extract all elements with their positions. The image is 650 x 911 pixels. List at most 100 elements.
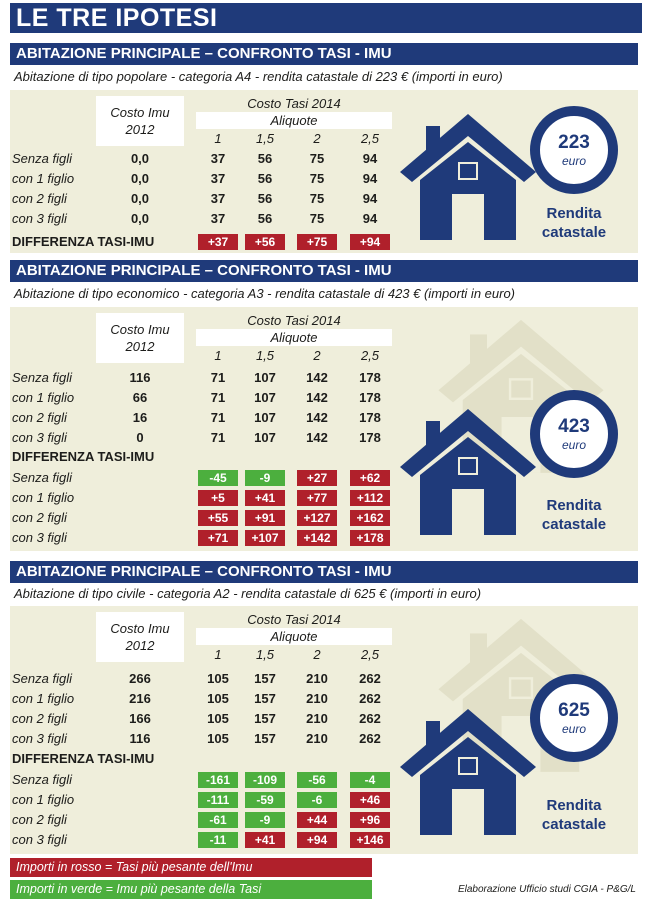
aliquota-value: 2	[313, 647, 321, 662]
difference-badge: +56	[245, 234, 285, 250]
imu-value: 16	[132, 410, 148, 425]
costo-tasi-label: Costo Tasi 2014	[247, 313, 341, 328]
tasi-value: 107	[254, 410, 276, 425]
difference-badge: +96	[350, 812, 390, 828]
rendita-value: 625	[558, 700, 590, 721]
row-label: Senza figli	[12, 151, 72, 166]
imu-value: 216	[129, 691, 151, 706]
costo-imu-year: 2012	[125, 122, 155, 137]
imu-value: 116	[129, 370, 151, 385]
costo-imu-label: Costo Imu	[110, 322, 170, 337]
difference-badge: +112	[350, 490, 390, 506]
rendita-unit: euro	[561, 438, 587, 452]
imu-value: 166	[129, 711, 151, 726]
difference-badge: +41	[245, 490, 285, 506]
legend-red: Importi in rosso = Tasi più pesante dell…	[10, 858, 372, 877]
difference-badge: +127	[297, 510, 337, 526]
difference-badge: +46	[350, 792, 390, 808]
difference-badge: +5	[198, 490, 238, 506]
row-label: con 1 figlio	[12, 691, 75, 706]
rendita-label-line1: Rendita	[546, 205, 602, 222]
rendita-value: 223	[558, 132, 590, 153]
difference-badge: -6	[297, 792, 337, 808]
tasi-value: 157	[254, 711, 276, 726]
section-subtitle: Abitazione di tipo economico - categoria…	[14, 286, 516, 301]
tasi-value: 107	[254, 430, 276, 445]
differenza-label: DIFFERENZA TASI-IMU	[12, 234, 155, 249]
diff-row-label: con 2 figli	[12, 510, 67, 525]
tasi-value: 56	[257, 211, 273, 226]
section-subtitle: Abitazione di tipo popolare - categoria …	[14, 69, 503, 84]
imu-value: 266	[129, 671, 151, 686]
row-label: Senza figli	[12, 370, 72, 385]
credit-line: Elaborazione Ufficio studi CGIA - P&G/L	[457, 884, 636, 895]
tasi-value: 94	[362, 191, 378, 206]
tasi-value: 210	[306, 711, 328, 726]
aliquote-label: Aliquote	[270, 629, 318, 644]
tasi-value: 210	[306, 691, 328, 706]
difference-badge: -161	[198, 772, 238, 788]
diff-row-label: con 1 figlio	[12, 490, 75, 505]
aliquota-value: 2	[313, 131, 321, 146]
tasi-value: 210	[306, 671, 328, 686]
tasi-value: 94	[362, 151, 378, 166]
row-label: con 3 figli	[12, 731, 67, 746]
rendita-unit: euro	[561, 722, 587, 736]
difference-badge: -109	[245, 772, 285, 788]
tasi-value: 56	[257, 191, 273, 206]
difference-badge: +94	[297, 832, 337, 848]
imu-value: 0,0	[130, 151, 150, 166]
aliquote-header-box	[196, 329, 392, 346]
difference-badge: -111	[198, 792, 238, 808]
aliquota-value: 2,5	[360, 647, 380, 662]
difference-badge: -45	[198, 470, 238, 486]
aliquota-value: 1	[214, 348, 222, 363]
row-label: Senza figli	[12, 671, 72, 686]
difference-badge: -11	[198, 832, 238, 848]
difference-badge: +44	[297, 812, 337, 828]
tasi-value: 75	[309, 191, 325, 206]
costo-tasi-label: Costo Tasi 2014	[247, 612, 341, 627]
tasi-value: 142	[306, 370, 328, 385]
tasi-value: 105	[207, 671, 229, 686]
tasi-value: 105	[207, 711, 229, 726]
diff-row-label: Senza figli	[12, 772, 72, 787]
tasi-value: 37	[210, 191, 226, 206]
house-icon	[400, 709, 536, 835]
costo-tasi-label: Costo Tasi 2014	[247, 96, 341, 111]
difference-badge: +62	[350, 470, 390, 486]
diff-row-label: con 3 figli	[12, 832, 67, 847]
rendita-unit: euro	[561, 154, 587, 168]
tasi-value: 71	[210, 410, 226, 425]
aliquote-label: Aliquote	[270, 113, 318, 128]
aliquote-header-box	[196, 628, 392, 645]
aliquota-value: 2	[313, 348, 321, 363]
tasi-value: 178	[359, 370, 381, 385]
difference-badge: +37	[198, 234, 238, 250]
imu-value: 116	[129, 731, 151, 746]
difference-badge: -4	[350, 772, 390, 788]
aliquota-value: 1	[214, 131, 222, 146]
tasi-value: 262	[359, 731, 381, 746]
rendita-label-line2: catastale	[541, 516, 607, 533]
tasi-value: 37	[210, 211, 226, 226]
rendita-label-line1: Rendita	[546, 797, 602, 814]
difference-badge: -9	[245, 470, 285, 486]
differenza-label: DIFFERENZA TASI-IMU	[12, 449, 155, 464]
row-label: con 2 figli	[12, 711, 67, 726]
rendita-circle-icon	[530, 674, 618, 762]
imu-value: 0	[136, 430, 144, 445]
section-heading: ABITAZIONE PRINCIPALE – CONFRONTO TASI -…	[10, 561, 638, 583]
diff-row-label: con 1 figlio	[12, 792, 75, 807]
tasi-value: 56	[257, 171, 273, 186]
difference-badge: +75	[297, 234, 337, 250]
tasi-value: 75	[309, 151, 325, 166]
imu-value: 0,0	[130, 191, 150, 206]
rendita-label-line2: catastale	[541, 816, 607, 833]
tasi-value: 262	[359, 691, 381, 706]
tasi-value: 71	[210, 370, 226, 385]
aliquote-label: Aliquote	[270, 330, 318, 345]
aliquota-value: 1,5	[255, 348, 275, 363]
tasi-value: 262	[359, 671, 381, 686]
